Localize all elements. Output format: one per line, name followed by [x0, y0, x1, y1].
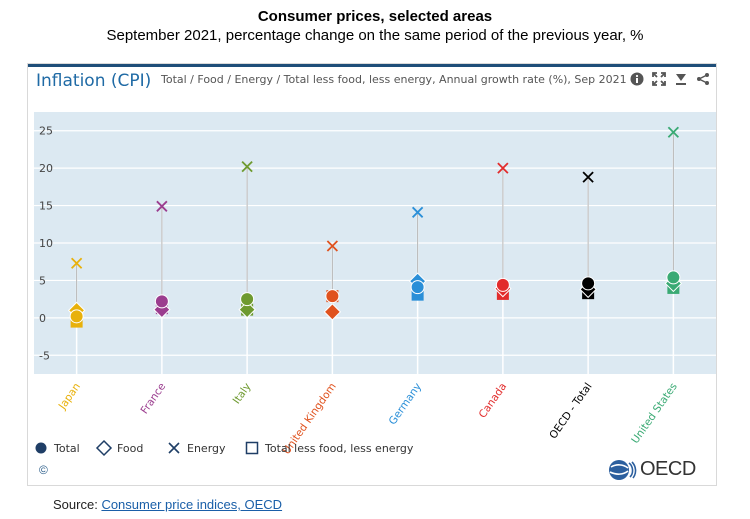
- copyright-notice: ©: [39, 463, 48, 477]
- legend: Total Food Energy Total less food, less ene…: [35, 439, 414, 457]
- legend-marker-core: [245, 441, 259, 455]
- point-total: [154, 294, 169, 309]
- x-tick-label: Germany: [387, 381, 425, 427]
- point-total: [325, 289, 340, 304]
- legend-marker-energy: [168, 442, 180, 454]
- chart-heading: Inflation (CPI): [36, 71, 152, 91]
- point-energy: [497, 162, 509, 174]
- page-subtitle: September 2021, percentage change on the…: [106, 27, 644, 44]
- x-tick-label: France: [138, 381, 168, 416]
- legend-label: Total: [53, 442, 80, 455]
- y-tick-label: 10: [39, 237, 53, 250]
- x-tick-label: Canada: [477, 381, 510, 421]
- y-tick-label: -5: [39, 349, 50, 362]
- point-energy: [582, 171, 594, 183]
- point-total: [495, 277, 510, 292]
- point-energy: [667, 126, 680, 138]
- legend-label: Food: [117, 442, 143, 455]
- download-icon[interactable]: [674, 72, 688, 86]
- x-tick-label: Japan: [56, 381, 83, 413]
- y-axis-ticks: -5 0 5 10 15 20 25: [39, 125, 53, 363]
- point-energy: [411, 206, 424, 218]
- point-total: [666, 270, 681, 285]
- point-energy: [70, 257, 83, 269]
- x-tick-label: Italy: [231, 381, 254, 407]
- y-tick-label: 15: [39, 200, 53, 213]
- x-tick-label: OECD - Total: [547, 381, 594, 441]
- info-icon[interactable]: [630, 72, 644, 86]
- grid-lines: [34, 130, 716, 356]
- legend-label: Total less food, less energy: [264, 442, 414, 455]
- point-total: [410, 280, 425, 295]
- oecd-logo: OECD: [608, 458, 696, 481]
- legend-marker-total: [35, 442, 47, 454]
- x-tick-label: United States: [629, 381, 680, 446]
- point-energy: [241, 161, 253, 173]
- oecd-globe-icon: [609, 459, 637, 480]
- point-total: [69, 309, 84, 324]
- point-energy: [156, 200, 168, 212]
- data-marks: [67, 126, 683, 328]
- legend-label: Energy: [187, 442, 226, 455]
- share-icon[interactable]: [696, 72, 710, 86]
- legend-marker-food: [95, 439, 113, 457]
- point-energy: [326, 240, 339, 252]
- source-line: Source: Consumer price indices, OECD: [53, 497, 282, 512]
- chart-description: Total / Food / Energy / Total less food,…: [161, 73, 627, 86]
- point-food: [323, 303, 342, 321]
- y-tick-label: 0: [39, 312, 46, 325]
- chart-toolbar: [630, 72, 710, 86]
- point-total: [240, 292, 255, 307]
- card-top-border: [28, 64, 716, 67]
- y-tick-label: 20: [39, 162, 53, 175]
- y-tick-label: 5: [39, 274, 46, 287]
- point-total: [581, 276, 596, 291]
- page-title: Consumer prices, selected areas: [257, 8, 493, 25]
- source-link[interactable]: Consumer price indices, OECD: [101, 497, 283, 512]
- point-food: [238, 300, 256, 319]
- fullscreen-icon[interactable]: [652, 72, 666, 86]
- oecd-logo-text: OECD: [640, 458, 696, 480]
- chart-card: Inflation (CPI) Total / Food / Energy / …: [27, 63, 717, 486]
- source-label: Source:: [53, 497, 98, 512]
- y-tick-label: 25: [39, 125, 53, 138]
